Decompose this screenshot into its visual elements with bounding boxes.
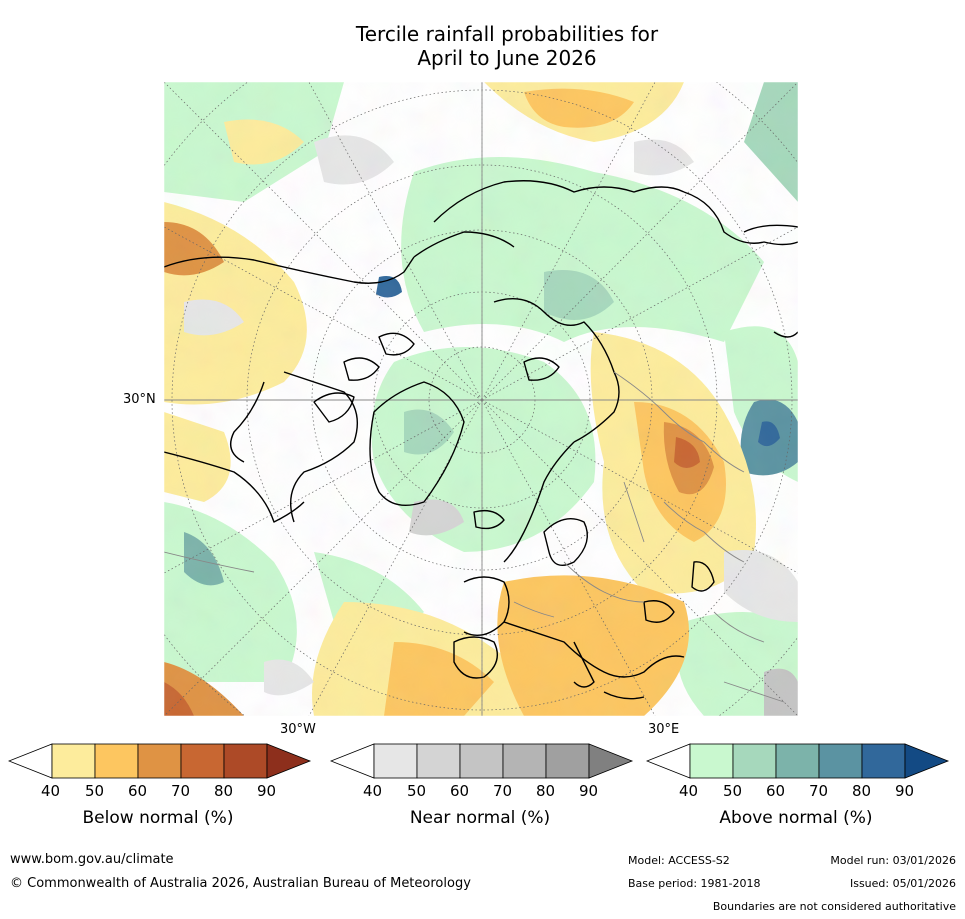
near-under-arrow: [329, 743, 375, 779]
above-bin-60-70: [775, 743, 820, 779]
near-normal-label: Near normal (%): [409, 808, 551, 828]
colorbar-below-normal: 40 50 60 70 80 90 Below normal (%): [7, 742, 312, 828]
above-under-arrow: [645, 743, 691, 779]
above-bin-80-90: [861, 743, 906, 779]
below-tick-60: 60: [128, 782, 148, 800]
issued-text: Issued: 05/01/2026: [849, 877, 956, 890]
near-bin-60-70: [459, 743, 504, 779]
colorbar-below-svg: [7, 743, 312, 779]
colorbar-near-normal: 40 50 60 70 80 90 Near normal (%): [329, 742, 634, 828]
above-bin-40-50: [689, 743, 734, 779]
below-bin-40-50: [51, 743, 96, 779]
colorbar-above-svg: [645, 743, 950, 779]
title-line-2: April to June 2026: [417, 46, 597, 70]
near-bin-70-80: [502, 743, 547, 779]
lon-30e-label: 30°E: [648, 722, 680, 737]
below-tick-40: 40: [41, 782, 61, 800]
colorbar-above-normal: 40 50 60 70 80 90 Above normal (%): [645, 742, 950, 828]
lat-30n-label: 30°N: [123, 392, 156, 407]
near-bin-80-90: [545, 743, 590, 779]
model-text: Model: ACCESS-S2: [628, 854, 730, 867]
above-tick-90: 90: [895, 782, 915, 800]
below-tick-80: 80: [214, 782, 234, 800]
colorbar-near-svg: [329, 743, 634, 779]
below-tick-70: 70: [171, 782, 191, 800]
above-over-arrow: [904, 743, 950, 779]
below-over-arrow: [266, 743, 312, 779]
near-tick-40: 40: [363, 782, 383, 800]
below-bin-70-80: [180, 743, 225, 779]
copyright-text: © Commonwealth of Australia 2026, Austra…: [10, 876, 471, 891]
near-tick-80: 80: [536, 782, 556, 800]
near-over-arrow: [588, 743, 634, 779]
title-line-1: Tercile rainfall probabilities for: [355, 22, 659, 46]
near-tick-90: 90: [579, 782, 599, 800]
model-run-text: Model run: 03/01/2026: [830, 854, 956, 867]
website-link[interactable]: www.bom.gov.au/climate: [10, 852, 174, 867]
near-tick-60: 60: [450, 782, 470, 800]
below-bin-60-70: [137, 743, 182, 779]
below-under-arrow: [7, 743, 53, 779]
above-normal-label: Above normal (%): [719, 808, 873, 828]
below-ticks: 40 50 60 70 80 90: [8, 782, 312, 802]
below-tick-90: 90: [257, 782, 277, 800]
above-ticks: 40 50 60 70 80 90: [646, 782, 950, 802]
above-tick-70: 70: [809, 782, 829, 800]
disclaimer-text: Boundaries are not considered authoritat…: [712, 900, 956, 913]
near-tick-50: 50: [407, 782, 427, 800]
near-ticks: 40 50 60 70 80 90: [330, 782, 634, 802]
below-bin-80-90: [223, 743, 268, 779]
country-borders: [164, 371, 785, 703]
meridian-solid-lines: [164, 82, 798, 716]
lon-30w-label: 30°W: [280, 722, 316, 737]
base-period-text: Base period: 1981-2018: [628, 877, 761, 890]
above-bin-50-60: [732, 743, 777, 779]
near-bin-40-50: [373, 743, 418, 779]
coastlines: [164, 180, 798, 700]
above-tick-80: 80: [852, 782, 872, 800]
near-tick-70: 70: [493, 782, 513, 800]
polar-map: [164, 82, 798, 716]
below-tick-50: 50: [85, 782, 105, 800]
above-tick-50: 50: [723, 782, 743, 800]
below-bin-50-60: [94, 743, 139, 779]
above-tick-60: 60: [766, 782, 786, 800]
below-normal-label: Below normal (%): [82, 808, 234, 828]
above-bin-70-80: [818, 743, 863, 779]
near-bin-50-60: [416, 743, 461, 779]
map-title: Tercile rainfall probabilities for April…: [300, 22, 714, 70]
above-tick-40: 40: [679, 782, 699, 800]
